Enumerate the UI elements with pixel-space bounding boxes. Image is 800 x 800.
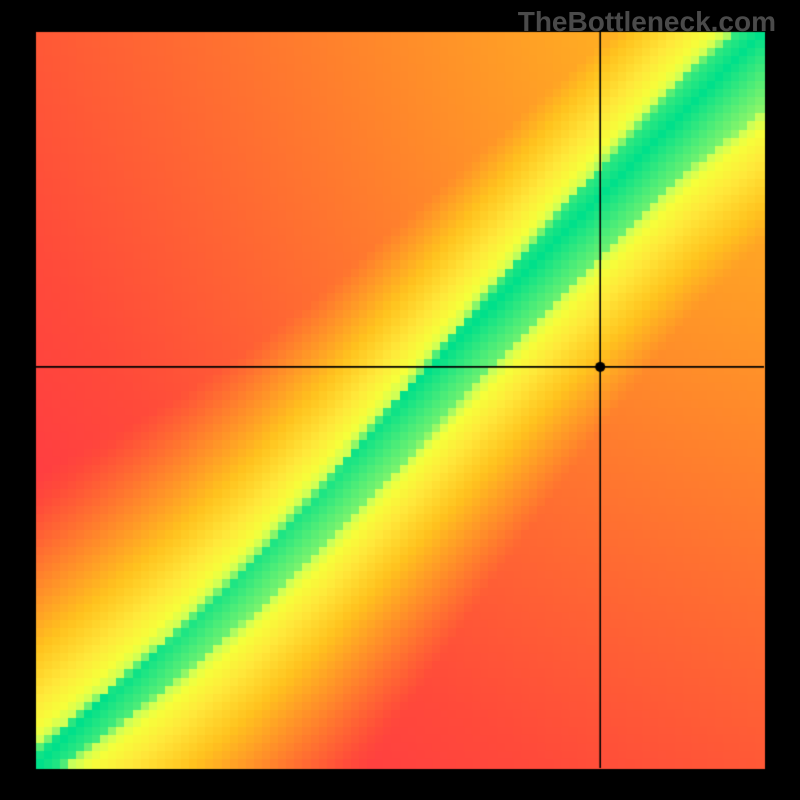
bottleneck-heatmap [0, 0, 800, 800]
watermark-text: TheBottleneck.com [518, 6, 776, 38]
